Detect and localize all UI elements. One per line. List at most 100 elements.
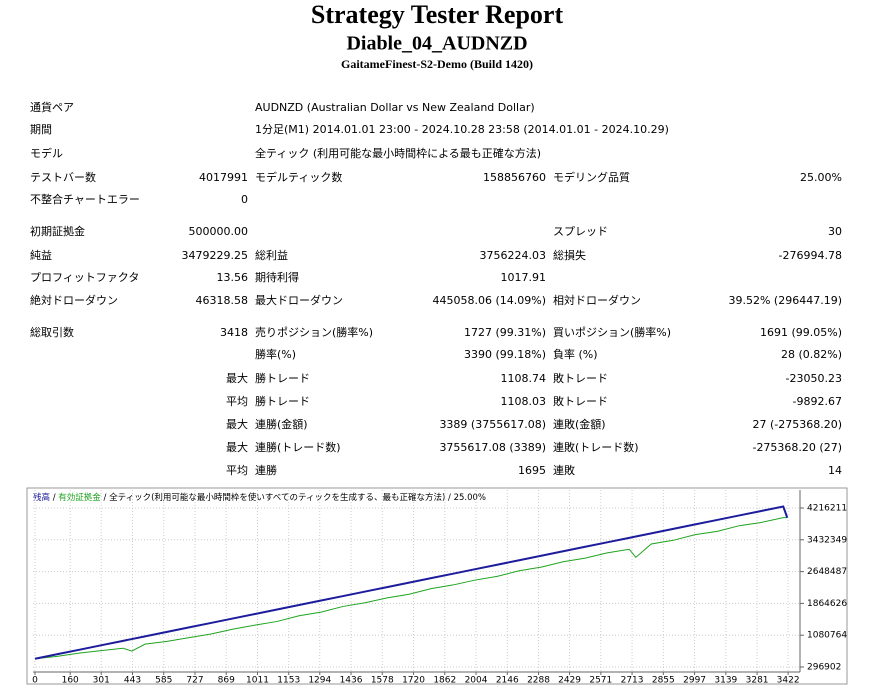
x-tick-label: 727 bbox=[186, 676, 203, 686]
cell-value: 500000.00 bbox=[189, 225, 249, 238]
cell-value: 13.56 bbox=[217, 271, 249, 284]
cell-value3: -276994.78 bbox=[779, 249, 842, 262]
cell-label3: モデリング品質 bbox=[553, 170, 630, 184]
x-tick-label: 1862 bbox=[433, 676, 456, 686]
x-tick-label: 1011 bbox=[246, 676, 269, 686]
x-tick-label: 1720 bbox=[402, 676, 425, 686]
cell-label: 純益 bbox=[30, 248, 52, 262]
cell-label2: 勝トレード bbox=[255, 394, 310, 408]
x-tick-label: 1578 bbox=[371, 676, 394, 686]
x-tick-label: 3139 bbox=[714, 676, 737, 686]
cell-label: 通貨ペア bbox=[30, 100, 74, 114]
cell-value3: 39.52% (296447.19) bbox=[728, 294, 842, 307]
cell-wide: 1分足(M1) 2014.01.01 23:00 - 2024.10.28 23… bbox=[255, 123, 669, 136]
cell-value: 0 bbox=[241, 193, 248, 206]
cell-value: 3418 bbox=[220, 326, 248, 339]
cell-label2: 勝トレード bbox=[255, 371, 310, 385]
cell-value3: -9892.67 bbox=[793, 395, 842, 408]
cell-label3: 買いポジション(勝率%) bbox=[553, 325, 671, 339]
cell-value2: 3756224.03 bbox=[480, 249, 546, 262]
cell-prefix: 最大 bbox=[226, 440, 248, 454]
x-tick-label: 2713 bbox=[621, 676, 644, 686]
cell-value3: 27 (-275368.20) bbox=[752, 418, 842, 431]
balance-line bbox=[34, 505, 789, 660]
cell-label2: 売りポジション(勝率%) bbox=[255, 325, 373, 339]
x-tick-label: 2004 bbox=[465, 676, 488, 686]
cell-value2: 158856760 bbox=[483, 171, 546, 184]
cell-value: 46318.58 bbox=[196, 294, 249, 307]
x-tick-label: 3281 bbox=[746, 676, 769, 686]
equity-line bbox=[34, 517, 788, 660]
cell-label3: スプレッド bbox=[553, 225, 608, 238]
cell-value3: 14 bbox=[828, 464, 842, 477]
x-tick-label: 0 bbox=[32, 676, 38, 686]
cell-wide: 全ティック (利用可能な最小時間枠による最も正確な方法) bbox=[255, 146, 541, 160]
chart-frame bbox=[26, 487, 848, 685]
cell-label3: 相対ドローダウン bbox=[553, 293, 641, 307]
chart-legend: 残高 / 有効証拠金 / 全ティック(利用可能な最小時間枠を使いすべてのティック… bbox=[33, 492, 486, 503]
cell-label2: 連勝(金額) bbox=[255, 417, 308, 431]
cell-value2: 1017.91 bbox=[501, 271, 547, 284]
x-tick-label: 2855 bbox=[652, 676, 675, 686]
y-tick-label: 4216211 bbox=[807, 504, 847, 514]
x-tick-label: 160 bbox=[62, 676, 79, 686]
x-tick-label: 2571 bbox=[589, 676, 612, 686]
report-subtitle: Diable_04_AUDNZD bbox=[346, 33, 527, 55]
cell-value2: 1108.03 bbox=[501, 395, 547, 408]
x-tick-label: 1294 bbox=[308, 676, 331, 686]
cell-prefix: 最大 bbox=[226, 417, 248, 431]
cell-label2: 勝率(%) bbox=[255, 347, 296, 361]
cell-label2: 連勝 bbox=[255, 463, 277, 477]
cell-label: 期間 bbox=[30, 123, 52, 136]
legend-quality: 25.00% bbox=[454, 493, 486, 503]
cell-label: 総取引数 bbox=[30, 325, 74, 339]
cell-prefix: 最大 bbox=[226, 371, 248, 385]
cell-value2: 1695 bbox=[518, 464, 546, 477]
cell-label: 絶対ドローダウン bbox=[30, 293, 118, 307]
x-tick-label: 2288 bbox=[527, 676, 550, 686]
cell-label: テストバー数 bbox=[30, 171, 96, 184]
x-tick-label: 2429 bbox=[558, 676, 581, 686]
x-tick-label: 1436 bbox=[340, 676, 363, 686]
x-tick-label: 3422 bbox=[777, 676, 800, 686]
cell-label3: 連敗 bbox=[553, 463, 575, 477]
cell-value3: -23050.23 bbox=[786, 372, 842, 385]
x-tick-label: 443 bbox=[124, 676, 141, 686]
cell-label2: モデルティック数 bbox=[255, 170, 342, 184]
cell-prefix: 平均 bbox=[226, 395, 248, 408]
cell-label3: 負率 (%) bbox=[553, 347, 598, 361]
x-tick-label: 1153 bbox=[277, 676, 300, 686]
legend-note: 全ティック(利用可能な最小時間枠を使いすべてのティックを生成する、最も正確な方法… bbox=[109, 492, 445, 503]
cell-value2: 1108.74 bbox=[501, 372, 547, 385]
cell-label2: 総利益 bbox=[255, 248, 288, 262]
cell-label3: 連敗(金額) bbox=[553, 417, 606, 431]
cell-value2: 3389 (3755617.08) bbox=[439, 418, 546, 431]
cell-value3: 30 bbox=[828, 225, 842, 238]
legend-sep: / bbox=[104, 493, 107, 503]
x-tick-label: 301 bbox=[93, 676, 110, 686]
cell-value2: 3755617.08 (3389) bbox=[439, 441, 546, 454]
cell-label2: 最大ドローダウン bbox=[255, 293, 343, 307]
x-tick-label: 2146 bbox=[496, 676, 519, 686]
cell-label: モデル bbox=[30, 146, 63, 160]
cell-value: 3479229.25 bbox=[182, 249, 248, 262]
cell-label: 初期証拠金 bbox=[30, 224, 85, 238]
cell-label3: 敗トレード bbox=[553, 394, 608, 408]
cell-value3: 28 (0.82%) bbox=[781, 348, 842, 361]
cell-label3: 敗トレード bbox=[553, 371, 608, 385]
cell-prefix: 平均 bbox=[226, 464, 248, 477]
cell-value: 4017991 bbox=[199, 171, 248, 184]
cell-value2: 3390 (99.18%) bbox=[464, 348, 546, 361]
cell-label: 不整合チャートエラー bbox=[30, 192, 140, 206]
cell-value3: 25.00% bbox=[800, 171, 842, 184]
legend-sep: / bbox=[448, 493, 451, 503]
server-name: GaitameFinest-S2-Demo (Build 1420) bbox=[341, 57, 533, 71]
y-tick-label: 296902 bbox=[807, 663, 841, 673]
y-tick-label: 3432349 bbox=[807, 535, 847, 545]
x-tick-label: 585 bbox=[155, 676, 172, 686]
x-tick-label: 869 bbox=[218, 676, 235, 686]
legend-balance: 残高 bbox=[33, 492, 50, 503]
cell-label2: 期待利得 bbox=[255, 270, 299, 284]
cell-label3: 総損失 bbox=[553, 248, 586, 262]
cell-value2: 445058.06 (14.09%) bbox=[432, 294, 546, 307]
